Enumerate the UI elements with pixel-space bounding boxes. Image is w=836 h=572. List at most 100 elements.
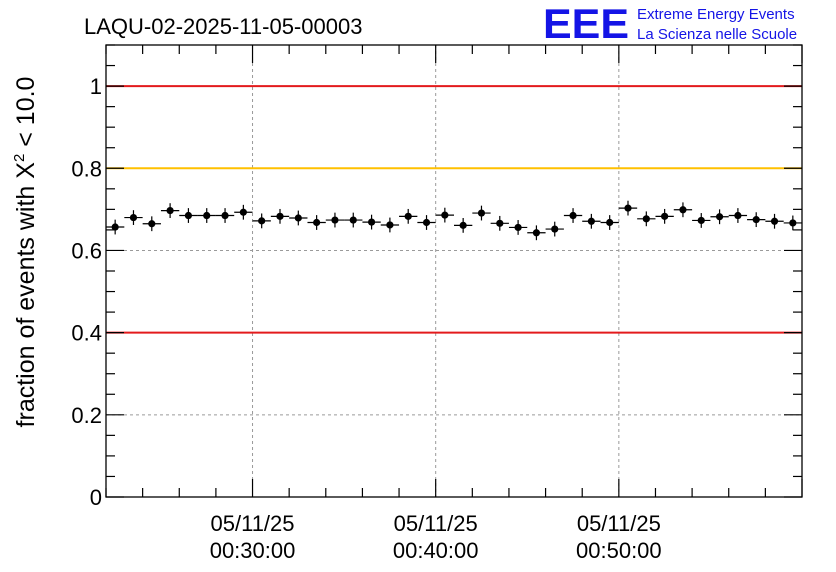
data-point-marker (752, 216, 760, 224)
data-point (325, 212, 345, 228)
data-point-marker (386, 221, 394, 229)
data-point-marker (569, 211, 577, 220)
y-tick-label: 0.4 (71, 321, 102, 346)
plot-frame (105, 44, 803, 498)
data-point-marker (715, 213, 724, 221)
data-point-marker (294, 214, 302, 222)
data-point-marker (422, 218, 431, 227)
data-point (563, 208, 583, 223)
data-point (600, 215, 619, 230)
data-point-marker (624, 204, 632, 212)
data-point (545, 221, 564, 237)
y-axis-label: fraction of events with X2 < 10.0 (11, 77, 40, 428)
data-point (142, 216, 161, 232)
y-tick-label: 0 (90, 485, 102, 510)
x-tick-label-date: 05/11/25 (211, 511, 295, 536)
tick-labels: 00.20.40.60.8105/11/2500:30:0005/11/2500… (71, 74, 661, 563)
y-tick-label: 0.8 (71, 156, 102, 181)
y-tick-label: 1 (90, 74, 102, 99)
x-tick-label-time: 00:30:00 (210, 538, 296, 563)
data-point (124, 210, 143, 225)
x-tick-label-date: 05/11/25 (394, 511, 478, 536)
data-point (289, 210, 308, 226)
data-point-marker (679, 206, 687, 214)
data-point-marker (770, 217, 779, 225)
data-point (160, 203, 180, 218)
y-tick-label: 0.2 (71, 403, 102, 428)
data-point (380, 217, 400, 233)
data-point (417, 215, 436, 230)
data-point-marker (184, 211, 193, 220)
reference-lines (106, 85, 802, 334)
data-point (527, 225, 546, 241)
data-point (692, 213, 711, 228)
data-point-marker (148, 220, 156, 228)
eee-logo: EEE Extreme Energy Events La Scienza nel… (543, 0, 797, 47)
data-point-marker (313, 218, 321, 227)
data-point-marker (551, 225, 559, 233)
data-point-marker (642, 215, 650, 223)
logo-line-2: La Scienza nelle Scuole (637, 26, 797, 43)
data-point (234, 204, 253, 220)
data-point-marker (239, 208, 247, 216)
data-point-marker (258, 217, 266, 225)
data-point-marker (331, 216, 339, 224)
data-point-marker (514, 223, 522, 232)
data-point-marker (367, 218, 376, 226)
y-tick-label: 0.6 (71, 238, 102, 263)
data-point-marker (587, 217, 595, 225)
data-point-marker (349, 216, 357, 224)
data-point (783, 215, 802, 231)
data-point (508, 220, 528, 235)
chart-title: LAQU-02-2025-11-05-00003 (84, 14, 362, 39)
data-point (655, 208, 674, 224)
data-point-marker (697, 216, 705, 225)
data-point (307, 215, 326, 230)
y-axis-label-suffix: < 10.0 (12, 77, 40, 154)
data-point-marker (221, 211, 229, 220)
data-point (252, 213, 271, 229)
data-point-marker (111, 223, 119, 231)
data-point (710, 209, 729, 225)
data-point (582, 213, 601, 229)
data-point-marker (496, 219, 504, 227)
data-point (637, 211, 656, 227)
data-point-marker (789, 219, 797, 227)
data-point (673, 202, 693, 218)
data-point-marker (441, 211, 449, 219)
x-tick-label-time: 00:50:00 (576, 538, 662, 563)
data-point (435, 207, 454, 223)
data-point (270, 208, 290, 224)
data-point (215, 208, 235, 223)
data-point (344, 212, 363, 228)
data-point (179, 208, 198, 223)
data-point (490, 215, 509, 231)
data-point (747, 212, 766, 228)
grid (106, 45, 802, 497)
eee-logo-mark: EEE (543, 0, 629, 47)
data-point-marker (477, 209, 486, 217)
axes (105, 44, 803, 498)
data-point-marker (606, 218, 614, 227)
data-point-marker (166, 206, 174, 215)
data-point-marker (532, 229, 541, 237)
data-point-marker (661, 212, 669, 220)
data-point (454, 217, 473, 233)
data-point (197, 208, 216, 223)
data-point-marker (734, 211, 742, 220)
data-point (618, 200, 638, 216)
x-tick-label-time: 00:40:00 (393, 538, 479, 563)
data-points (106, 200, 802, 241)
data-point-marker (276, 212, 284, 220)
data-point-marker (203, 211, 211, 220)
data-point-marker (404, 212, 412, 220)
y-axis-label-prefix: fraction of events with X (12, 162, 40, 428)
data-point (765, 213, 784, 229)
logo-line-1: Extreme Energy Events (637, 6, 795, 23)
x-tick-label-date: 05/11/25 (577, 511, 661, 536)
data-point (362, 214, 381, 230)
y-axis-label-superscript: 2 (11, 154, 28, 162)
data-point (728, 208, 748, 223)
data-point (106, 219, 125, 235)
